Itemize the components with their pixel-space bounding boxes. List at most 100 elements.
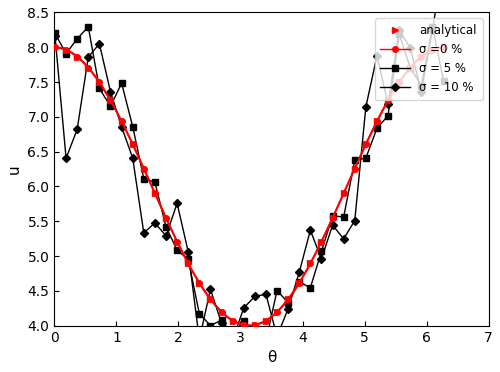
σ = 10 % [86, 55, 91, 59]
σ = 5 % [163, 225, 169, 229]
σ = 10 % [330, 223, 336, 227]
σ = 5 % [318, 249, 324, 254]
σ = 5 % [263, 339, 269, 343]
σ =0 % [352, 166, 358, 171]
analytical [218, 310, 224, 314]
σ = 10 % [374, 54, 380, 58]
σ =0 % [318, 240, 324, 244]
σ =0 % [440, 45, 446, 49]
σ = 5 % [274, 288, 280, 293]
σ = 5 % [252, 336, 258, 340]
σ = 5 % [86, 25, 91, 29]
Line: analytical: analytical [52, 45, 446, 328]
analytical [352, 166, 358, 171]
σ = 10 % [174, 201, 180, 206]
σ = 10 % [274, 334, 280, 339]
σ = 5 % [196, 311, 202, 316]
σ =0 % [274, 310, 280, 314]
σ = 5 % [363, 156, 369, 160]
σ = 5 % [240, 318, 246, 323]
analytical [285, 297, 291, 301]
σ =0 % [252, 323, 258, 327]
analytical [374, 119, 380, 124]
σ =0 % [118, 119, 124, 124]
σ =0 % [108, 98, 114, 103]
analytical [296, 280, 302, 285]
Line: σ = 10 %: σ = 10 % [52, 0, 446, 343]
σ = 5 % [408, 66, 414, 70]
σ = 10 % [52, 33, 58, 38]
σ =0 % [63, 48, 69, 52]
σ = 10 % [296, 270, 302, 275]
analytical [86, 65, 91, 70]
analytical [196, 280, 202, 285]
σ = 5 % [185, 257, 191, 262]
σ = 5 % [340, 215, 346, 219]
σ =0 % [418, 54, 424, 59]
σ = 5 % [108, 104, 114, 109]
σ =0 % [152, 191, 158, 196]
analytical [208, 297, 214, 301]
analytical [385, 98, 391, 103]
analytical [108, 98, 114, 103]
σ = 10 % [363, 105, 369, 109]
σ = 5 % [374, 126, 380, 131]
analytical [274, 310, 280, 314]
analytical [96, 80, 102, 84]
analytical [440, 45, 446, 49]
σ = 10 % [430, 28, 436, 32]
analytical [130, 142, 136, 147]
σ = 10 % [74, 127, 80, 132]
σ =0 % [396, 80, 402, 84]
σ =0 % [263, 318, 269, 323]
analytical [430, 48, 436, 52]
σ =0 % [74, 54, 80, 59]
σ =0 % [218, 310, 224, 314]
σ = 10 % [385, 102, 391, 106]
analytical [174, 240, 180, 244]
σ = 5 % [208, 323, 214, 328]
σ = 10 % [318, 257, 324, 261]
σ = 5 % [308, 286, 314, 290]
analytical [230, 318, 235, 323]
σ = 5 % [96, 86, 102, 91]
X-axis label: θ: θ [267, 350, 276, 365]
σ = 10 % [240, 306, 246, 310]
σ =0 % [52, 45, 58, 49]
σ = 5 % [52, 31, 58, 36]
analytical [74, 54, 80, 59]
σ = 10 % [418, 90, 424, 94]
σ = 10 % [263, 292, 269, 296]
σ = 5 % [152, 180, 158, 185]
σ =0 % [296, 280, 302, 285]
analytical [418, 54, 424, 59]
σ = 5 % [74, 36, 80, 41]
σ =0 % [430, 48, 436, 52]
σ =0 % [208, 297, 214, 301]
σ = 5 % [118, 81, 124, 86]
σ =0 % [230, 318, 235, 323]
analytical [363, 142, 369, 147]
σ = 5 % [296, 280, 302, 284]
σ =0 % [374, 119, 380, 124]
σ = 5 % [63, 51, 69, 56]
σ = 10 % [408, 46, 414, 50]
σ = 5 % [130, 124, 136, 129]
analytical [118, 119, 124, 124]
analytical [141, 166, 147, 171]
σ =0 % [86, 65, 91, 70]
σ = 5 % [430, 25, 436, 29]
σ = 5 % [285, 301, 291, 305]
σ =0 % [340, 191, 346, 196]
σ =0 % [196, 280, 202, 285]
analytical [408, 65, 414, 70]
σ = 5 % [418, 83, 424, 88]
σ = 10 % [196, 337, 202, 342]
σ = 10 % [285, 307, 291, 311]
σ = 10 % [352, 218, 358, 223]
σ =0 % [385, 98, 391, 103]
analytical [240, 323, 246, 327]
Line: σ = 5 %: σ = 5 % [52, 24, 446, 343]
σ =0 % [174, 240, 180, 244]
σ =0 % [96, 80, 102, 84]
